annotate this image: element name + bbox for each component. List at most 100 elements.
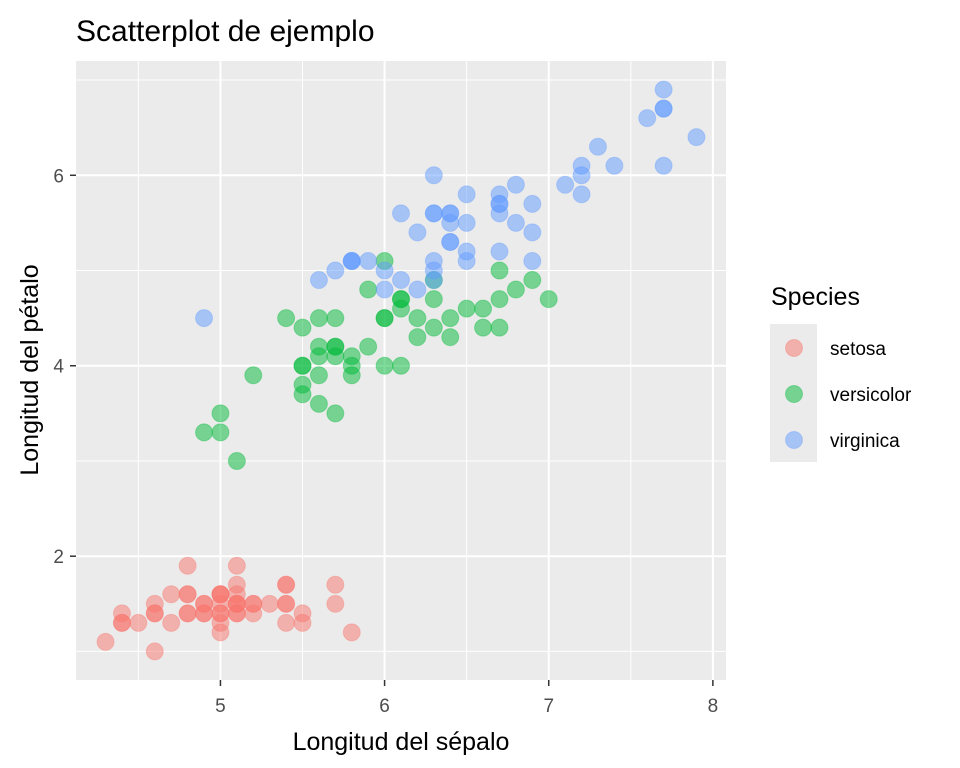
data-point-versicolor bbox=[277, 309, 296, 328]
legend-title: Species bbox=[771, 283, 860, 311]
data-point-virginica bbox=[457, 242, 476, 261]
data-point-versicolor bbox=[408, 328, 427, 347]
data-point-versicolor bbox=[506, 280, 525, 299]
data-points bbox=[96, 80, 706, 661]
data-point-virginica bbox=[424, 261, 443, 280]
data-point-setosa bbox=[277, 594, 296, 613]
x-tick-label: 6 bbox=[379, 696, 390, 717]
data-point-versicolor bbox=[490, 261, 509, 280]
data-point-versicolor bbox=[227, 451, 246, 470]
data-point-versicolor bbox=[392, 299, 410, 318]
data-point-virginica bbox=[654, 80, 673, 99]
legend-label-versicolor: versicolor bbox=[830, 385, 912, 406]
data-point-virginica bbox=[605, 156, 624, 175]
data-point-virginica bbox=[309, 271, 328, 290]
data-point-virginica bbox=[441, 232, 460, 251]
data-point-virginica bbox=[556, 175, 575, 194]
data-point-virginica bbox=[523, 223, 542, 242]
data-point-setosa bbox=[162, 613, 181, 632]
data-point-virginica bbox=[523, 251, 542, 270]
data-point-versicolor bbox=[309, 394, 328, 413]
data-point-setosa bbox=[178, 556, 197, 575]
data-point-versicolor bbox=[309, 309, 328, 328]
data-point-virginica bbox=[342, 251, 361, 270]
data-point-versicolor bbox=[195, 423, 214, 442]
data-point-setosa bbox=[195, 604, 214, 623]
chart-title: Scatterplot de ejemplo bbox=[76, 15, 375, 48]
data-point-setosa bbox=[227, 585, 246, 604]
data-point-virginica bbox=[359, 251, 378, 270]
data-point-versicolor bbox=[326, 347, 345, 366]
data-point-versicolor bbox=[474, 318, 493, 337]
legend-label-setosa: setosa bbox=[830, 339, 886, 360]
data-point-virginica bbox=[572, 185, 591, 204]
data-point-virginica bbox=[326, 261, 345, 280]
data-point-virginica bbox=[424, 204, 443, 223]
data-point-versicolor bbox=[244, 366, 263, 385]
x-tick-label: 5 bbox=[215, 696, 226, 717]
data-point-setosa bbox=[244, 594, 263, 613]
data-point-virginica bbox=[408, 223, 427, 242]
legend-key-setosa bbox=[785, 339, 803, 357]
data-point-versicolor bbox=[457, 299, 476, 318]
data-point-setosa bbox=[145, 642, 164, 661]
x-tick-label: 8 bbox=[708, 696, 719, 717]
data-point-versicolor bbox=[490, 290, 509, 309]
data-point-versicolor bbox=[309, 337, 328, 356]
data-point-versicolor bbox=[441, 328, 460, 347]
data-point-virginica bbox=[408, 280, 427, 299]
data-point-versicolor bbox=[326, 404, 345, 423]
data-point-virginica bbox=[424, 166, 443, 185]
data-point-virginica bbox=[441, 213, 460, 232]
data-point-versicolor bbox=[424, 290, 443, 309]
data-point-virginica bbox=[506, 175, 525, 194]
data-point-setosa bbox=[260, 594, 279, 613]
y-tick-label: 4 bbox=[53, 357, 64, 378]
data-point-virginica bbox=[588, 137, 607, 156]
data-point-versicolor bbox=[392, 356, 410, 375]
data-point-virginica bbox=[490, 194, 509, 213]
data-point-versicolor bbox=[293, 318, 312, 337]
data-point-setosa bbox=[129, 613, 148, 632]
data-point-virginica bbox=[506, 213, 525, 232]
data-point-setosa bbox=[211, 585, 230, 604]
data-point-setosa bbox=[145, 604, 164, 623]
data-point-virginica bbox=[490, 242, 509, 261]
data-point-virginica bbox=[523, 194, 542, 213]
data-point-versicolor bbox=[359, 280, 378, 299]
data-point-versicolor bbox=[359, 337, 378, 356]
data-point-versicolor bbox=[309, 366, 328, 385]
data-point-setosa bbox=[178, 585, 197, 604]
data-point-setosa bbox=[112, 613, 131, 632]
data-point-virginica bbox=[375, 261, 394, 280]
data-point-virginica bbox=[375, 280, 394, 299]
data-point-setosa bbox=[96, 632, 115, 651]
data-point-versicolor bbox=[441, 309, 460, 328]
legend-label-virginica: virginica bbox=[830, 431, 900, 452]
data-point-virginica bbox=[392, 271, 410, 290]
legend-key-virginica bbox=[785, 431, 803, 449]
data-point-virginica bbox=[457, 185, 476, 204]
data-point-versicolor bbox=[211, 404, 230, 423]
data-point-virginica bbox=[392, 204, 410, 223]
y-tick-label: 2 bbox=[53, 547, 64, 568]
data-point-virginica bbox=[687, 128, 706, 147]
y-tick-label: 6 bbox=[53, 166, 64, 187]
data-point-versicolor bbox=[474, 299, 493, 318]
data-point-setosa bbox=[342, 623, 361, 642]
data-point-virginica bbox=[654, 156, 673, 175]
data-point-setosa bbox=[227, 556, 246, 575]
legend: Species setosa versicolor virginica bbox=[770, 283, 912, 462]
data-point-setosa bbox=[162, 585, 181, 604]
data-point-versicolor bbox=[342, 356, 361, 375]
x-axis-title: Longitud del sépalo bbox=[293, 728, 510, 756]
data-point-setosa bbox=[326, 594, 345, 613]
data-point-versicolor bbox=[211, 423, 230, 442]
data-point-setosa bbox=[178, 604, 197, 623]
data-point-setosa bbox=[277, 613, 296, 632]
data-point-versicolor bbox=[539, 290, 558, 309]
legend-key-versicolor bbox=[785, 385, 803, 403]
data-point-virginica bbox=[195, 309, 214, 328]
x-tick-label: 7 bbox=[543, 696, 554, 717]
